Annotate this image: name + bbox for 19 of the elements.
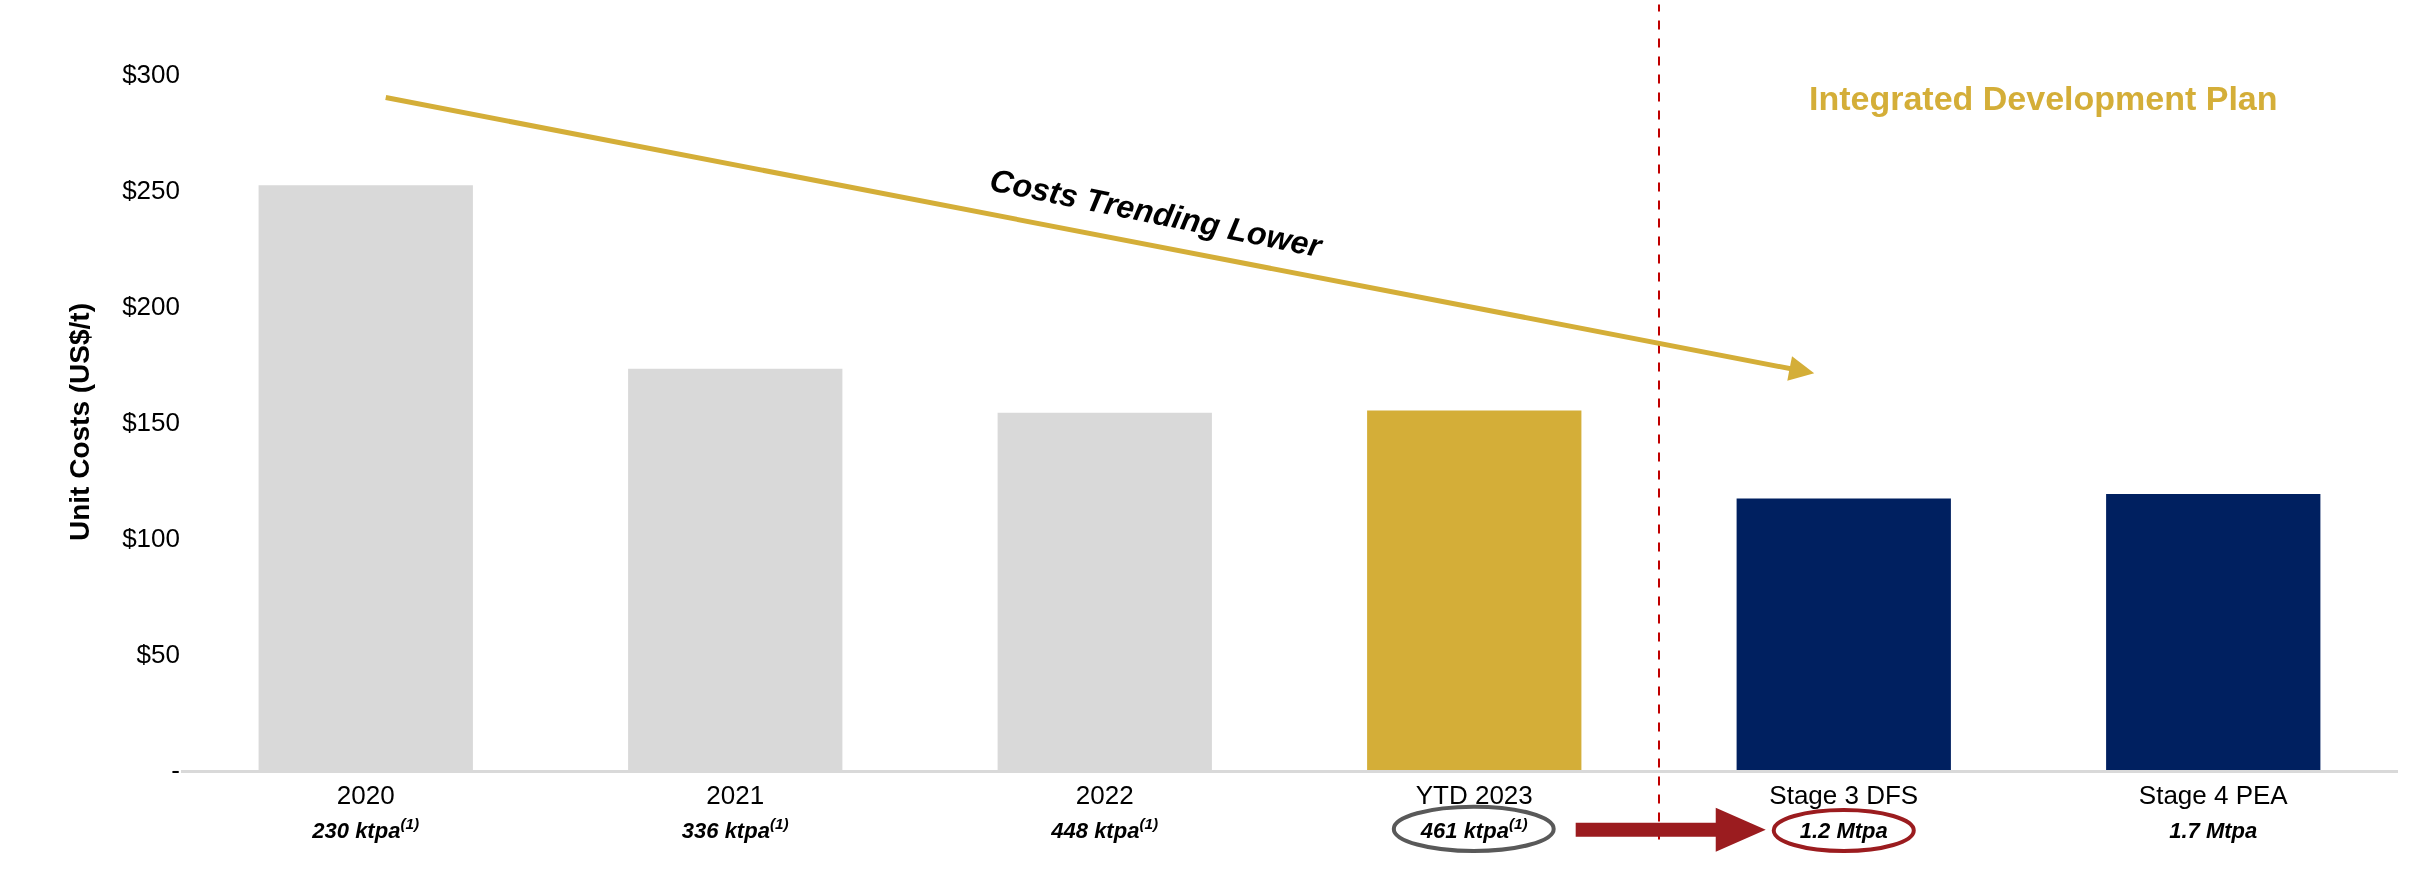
- y-tick-label: $100: [122, 523, 180, 554]
- y-tick-label: $50: [136, 639, 180, 670]
- x-tick-label: Stage 4 PEA 1.7 Mtpa: [2138, 780, 2289, 843]
- x-tick-label: 2020 230 ktpa$^{(1)}$: [311, 780, 420, 843]
- annotation: Integrated Development Plan: [1809, 79, 2278, 117]
- annotation: Costs Trending Lower: [986, 161, 1326, 265]
- y-tick-label: $200: [122, 291, 180, 322]
- y-axis-title: Unit Costs (US$/t): [63, 303, 95, 541]
- x-tick-label: Stage 3 DFS 1.2 Mtpa: [1769, 780, 1919, 843]
- x-tick-label: 2021 336 ktpa$^{(1)}$: [681, 780, 789, 843]
- x-tick-label: YTD 2023 461 ktpa$^{(1)}$: [1415, 780, 1533, 843]
- bar: [2106, 493, 2321, 770]
- y-tick-label: $250: [122, 175, 180, 206]
- y-tick-label: $300: [122, 59, 180, 90]
- y-tick-label: -: [171, 755, 180, 786]
- bar: [1367, 410, 1582, 770]
- x-tick-label: 2022 448 ktpa$^{(1)}$: [1050, 780, 1159, 843]
- bar: [1736, 498, 1951, 770]
- y-tick-label: $150: [122, 407, 180, 438]
